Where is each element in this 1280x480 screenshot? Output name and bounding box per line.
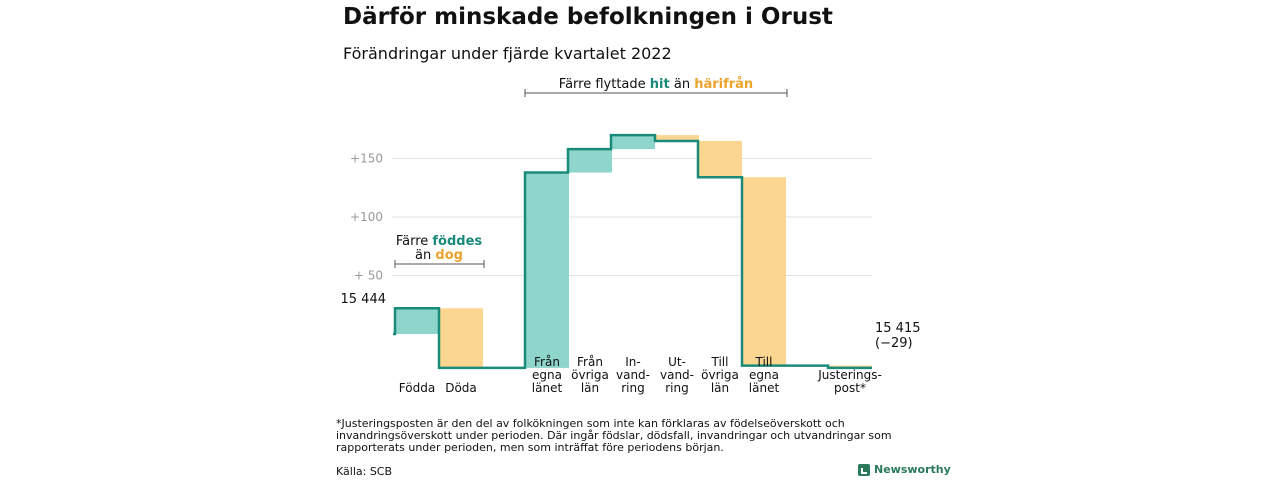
brand-name: Newsworthy: [874, 463, 951, 476]
category-label: Till: [755, 355, 773, 369]
end-change-label: (−29): [875, 336, 913, 351]
bar-0: [395, 308, 439, 334]
source-label: Källa: SCB: [336, 465, 393, 478]
waterfall-step-line: [393, 133, 872, 370]
brand-logo: Newsworthy: [858, 463, 951, 476]
start-value-label: 15 444: [341, 292, 387, 307]
annotation-text: Färre flyttade: [559, 77, 650, 92]
bar-1: [439, 308, 483, 368]
category-label: Födda: [399, 381, 435, 395]
category-label: Ut-: [668, 355, 686, 369]
births-annotation-line1: Färre föddes: [396, 234, 483, 249]
category-label: övriga: [571, 368, 609, 382]
bar-6: [698, 140, 742, 178]
bars: [395, 135, 872, 368]
category-label: län: [581, 381, 599, 395]
category-label: egna: [749, 368, 779, 382]
category-label: Justerings-: [817, 368, 882, 382]
footnote: *Justeringsposten är den del av folkökni…: [336, 417, 892, 454]
annotation-highlight: dog: [435, 248, 463, 263]
category-label: egna: [532, 368, 562, 382]
category-label: Döda: [445, 381, 477, 395]
bar-4: [611, 135, 655, 150]
category-label: ring: [621, 381, 645, 395]
bar-5: [655, 135, 699, 141]
category-label: In-: [625, 355, 640, 369]
y-tick-label: + 50: [354, 269, 383, 283]
category-label: Från: [534, 355, 560, 369]
end-value-label: 15 415: [875, 321, 921, 336]
category-label: vand-: [616, 368, 650, 382]
annotation-text: än: [670, 77, 694, 92]
migration-annotation: Färre flyttade hit än härifrån: [559, 77, 753, 92]
bar-2: [525, 172, 569, 368]
step-line: [393, 133, 872, 370]
annotation-highlight: hit: [650, 77, 670, 92]
category-label: länet: [532, 381, 563, 395]
bar-7: [742, 177, 786, 366]
y-tick-label: +100: [350, 210, 383, 224]
births-annotation-line2: än dog: [415, 248, 463, 263]
gridlines: + 50 +100 +150: [350, 152, 872, 283]
annotation-text: än: [415, 248, 435, 263]
waterfall-chart: + 50 +100 +150 15 444 15 415(−29) Födda Döda F…: [341, 77, 921, 395]
category-label: ring: [665, 381, 689, 395]
annotation-highlight: föddes: [432, 234, 482, 249]
category-label: vand-: [660, 368, 694, 382]
category-label: Till: [711, 355, 729, 369]
annotation-highlight: härifrån: [694, 77, 753, 92]
category-label: Från: [577, 355, 603, 369]
bar-3: [568, 149, 612, 173]
category-label: övriga: [701, 368, 739, 382]
category-label: länet: [749, 381, 780, 395]
chart-subtitle: Förändringar under fjärde kvartalet 2022: [343, 44, 672, 63]
annotation-text: Färre: [396, 234, 433, 249]
y-tick-label: +150: [350, 152, 383, 166]
chart-title: Därför minskade befolkningen i Orust: [343, 4, 833, 30]
newsworthy-icon: [858, 463, 870, 476]
category-label: post*: [834, 381, 866, 395]
category-label: län: [711, 381, 729, 395]
